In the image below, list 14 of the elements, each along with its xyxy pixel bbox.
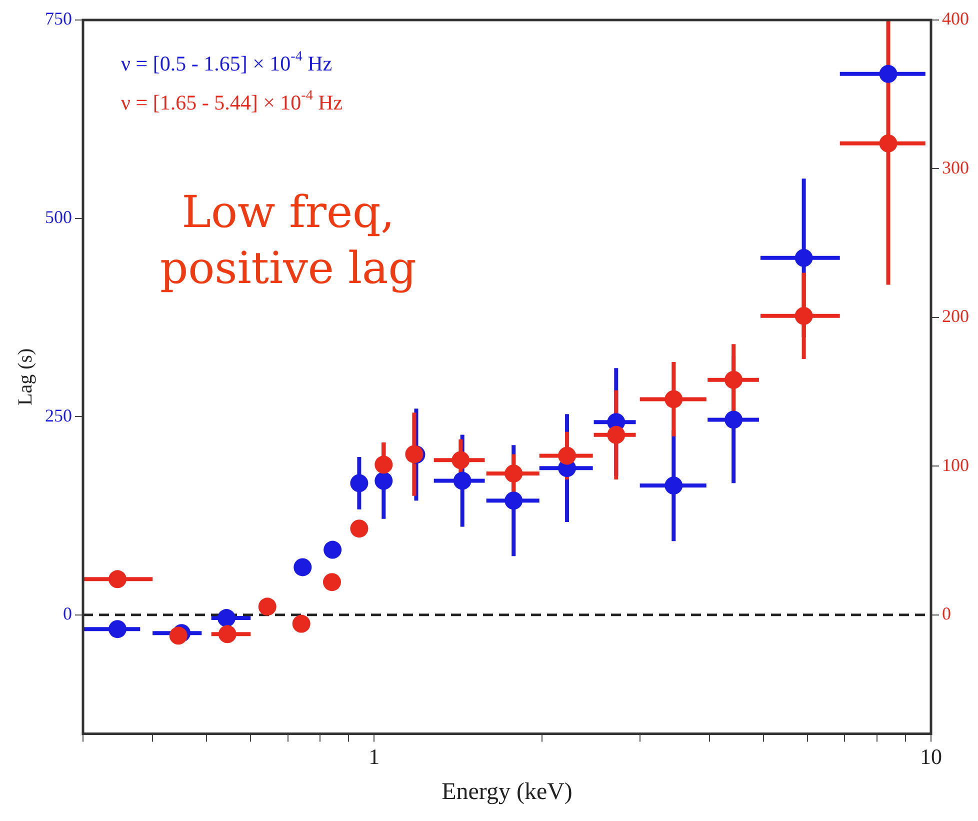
- x-tick-label: 1: [368, 744, 380, 769]
- y-tick-label: 750: [45, 8, 72, 29]
- y-tick-label: 500: [45, 207, 72, 228]
- y-tick-label: 0: [63, 604, 72, 624]
- y2-tick-label: 200: [942, 306, 969, 326]
- y2-tick-label: 100: [942, 454, 969, 475]
- y2-tick-label: 400: [942, 8, 969, 29]
- y-tick-label: 250: [45, 405, 72, 426]
- y2-tick-label: 0: [942, 604, 951, 624]
- y-axis-title: Lag (s): [14, 348, 36, 406]
- x-tick-label: 10: [920, 744, 942, 769]
- annotation: Low freq, positive lag: [160, 186, 416, 296]
- x-axis-title: Energy (keV): [442, 778, 572, 805]
- y2-tick-label: 300: [942, 157, 969, 178]
